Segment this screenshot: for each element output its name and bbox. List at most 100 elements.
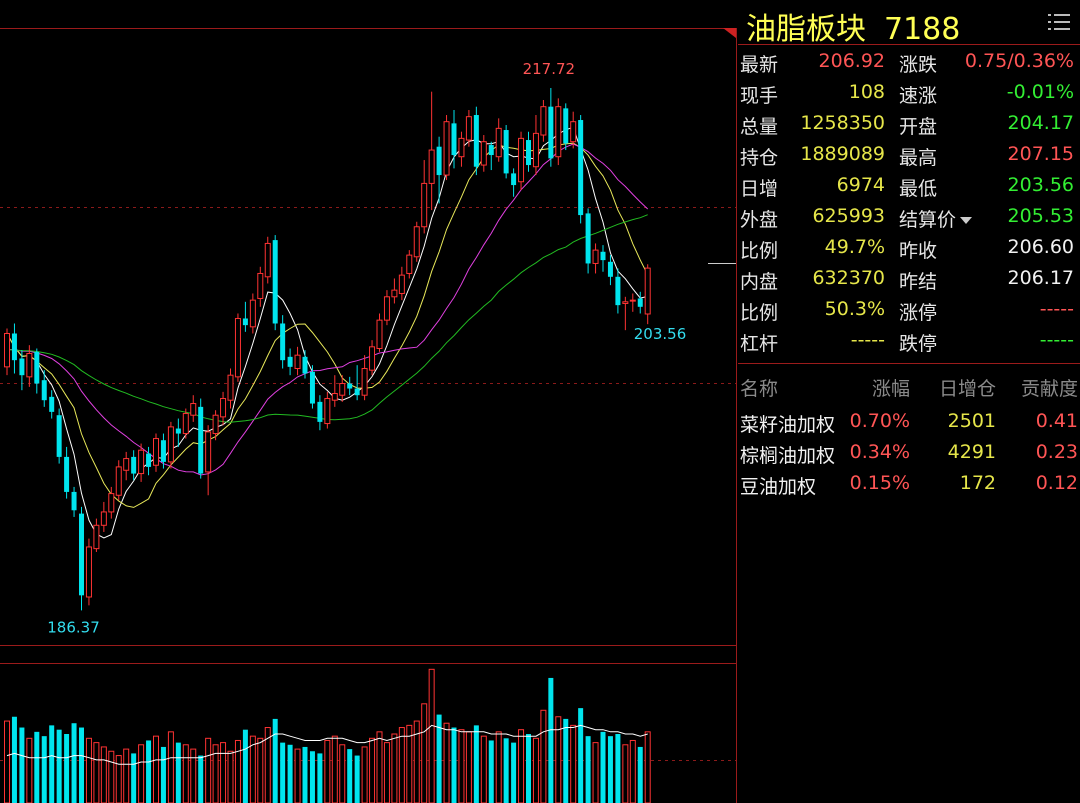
table-row[interactable]: 豆油加权 0.15% 172 0.12 xyxy=(738,470,1080,501)
candle xyxy=(220,391,227,426)
volume-bar xyxy=(361,746,368,803)
candle-body xyxy=(607,261,613,277)
candle-body xyxy=(495,127,502,158)
header-name[interactable]: 名称 xyxy=(740,378,779,400)
volume-bar xyxy=(71,723,77,803)
candle-body xyxy=(257,272,264,299)
candle xyxy=(79,506,84,611)
component-contribution: 0.23 xyxy=(1035,441,1078,463)
header-oi-change[interactable]: 日增仓 xyxy=(938,378,996,400)
menu-icon[interactable] xyxy=(1048,14,1070,32)
table-row[interactable]: 菜籽油加权 0.70% 2501 0.41 xyxy=(738,408,1080,439)
quote-value: 108 xyxy=(848,81,885,103)
volume-ma-line xyxy=(6,724,648,765)
candle-body xyxy=(93,524,100,550)
volume-bar xyxy=(376,731,383,803)
volume-bar xyxy=(347,749,353,803)
volume-bar xyxy=(167,731,174,803)
candle-body xyxy=(391,289,398,298)
candles xyxy=(4,88,651,611)
volume-bar xyxy=(131,753,137,803)
header-contribution[interactable]: 贡献度 xyxy=(1020,378,1078,400)
chevron-down-icon[interactable] xyxy=(960,217,973,224)
candle xyxy=(287,348,293,376)
volume-bar xyxy=(622,744,629,803)
candle xyxy=(294,346,301,376)
volume-bar xyxy=(436,714,442,803)
quote-label: 速涨 xyxy=(899,85,938,107)
quote-value: 625993 xyxy=(812,205,885,227)
candle xyxy=(49,390,55,419)
volume-bar xyxy=(198,755,204,803)
candle xyxy=(85,538,92,606)
candle-body xyxy=(182,413,189,435)
quote-label: 昨收 xyxy=(899,240,938,262)
candle xyxy=(317,395,323,431)
component-change: 0.15% xyxy=(849,472,910,494)
candle-body xyxy=(264,242,271,278)
quote-row: 内盘 632370 昨结 206.17 xyxy=(738,264,1080,295)
volume-bar xyxy=(532,737,539,803)
candle-body xyxy=(421,182,428,228)
volume-bar xyxy=(19,727,25,803)
quote-label[interactable]: 结算价 xyxy=(899,205,973,232)
volume-bar xyxy=(644,731,651,803)
candle-body xyxy=(376,319,383,350)
candle xyxy=(249,293,256,334)
instrument-name: 油脂板块 xyxy=(746,12,866,47)
volume-bar xyxy=(56,729,62,803)
candle xyxy=(34,348,40,394)
component-table-header: 名称 涨幅 日增仓 贡献度 xyxy=(738,372,1080,402)
candle-body xyxy=(64,456,70,492)
candle-body xyxy=(160,440,166,462)
candle xyxy=(361,355,368,401)
last-low-label: 203.56 xyxy=(634,325,687,343)
candle xyxy=(532,115,539,176)
candle xyxy=(234,313,241,382)
candle-body xyxy=(138,449,145,475)
volume-bar xyxy=(548,677,554,803)
header-change[interactable]: 涨幅 xyxy=(871,378,910,400)
candle xyxy=(421,160,428,234)
candle-body xyxy=(71,491,77,511)
candle xyxy=(629,293,636,312)
quote-row: 日增 6974 最低 203.56 xyxy=(738,171,1080,202)
candle xyxy=(548,88,554,167)
component-contribution: 0.12 xyxy=(1035,472,1078,494)
candle-body xyxy=(153,438,159,466)
quote-label: 涨跌 xyxy=(899,54,938,76)
quote-row: 杠杆 ----- 跌停 ----- xyxy=(738,326,1080,357)
candle-body xyxy=(85,546,92,598)
candle xyxy=(309,365,315,409)
moving-average-lines xyxy=(6,126,649,539)
volume-bar xyxy=(637,746,643,803)
candle xyxy=(563,103,569,151)
chart-frame xyxy=(0,28,737,803)
kline-chart[interactable]: 217.72 186.37 203.56 xyxy=(0,0,738,803)
volume-bar xyxy=(518,729,525,803)
candle-body xyxy=(4,332,10,368)
candle xyxy=(413,221,420,262)
volume-bar xyxy=(391,733,398,803)
table-row[interactable]: 棕榈油加权 0.34% 4291 0.23 xyxy=(738,439,1080,470)
candle-body xyxy=(331,393,338,401)
volume-bar xyxy=(480,735,487,803)
volume-bar xyxy=(383,742,390,803)
volume-bar xyxy=(540,709,547,803)
volume-bar xyxy=(100,746,107,803)
candle-body xyxy=(465,116,472,141)
candle xyxy=(607,255,613,286)
candle-body xyxy=(190,403,197,416)
candle-body xyxy=(34,351,40,384)
candle-body xyxy=(347,383,353,389)
volume-bar xyxy=(317,753,323,803)
candle xyxy=(115,460,122,501)
candle-body xyxy=(488,145,494,156)
candle-body xyxy=(563,108,569,144)
candle-body xyxy=(131,456,137,474)
candle xyxy=(182,408,189,439)
candle-body xyxy=(458,137,465,158)
volume-bar xyxy=(49,725,55,803)
component-change: 0.34% xyxy=(849,441,910,463)
candle xyxy=(480,135,487,172)
